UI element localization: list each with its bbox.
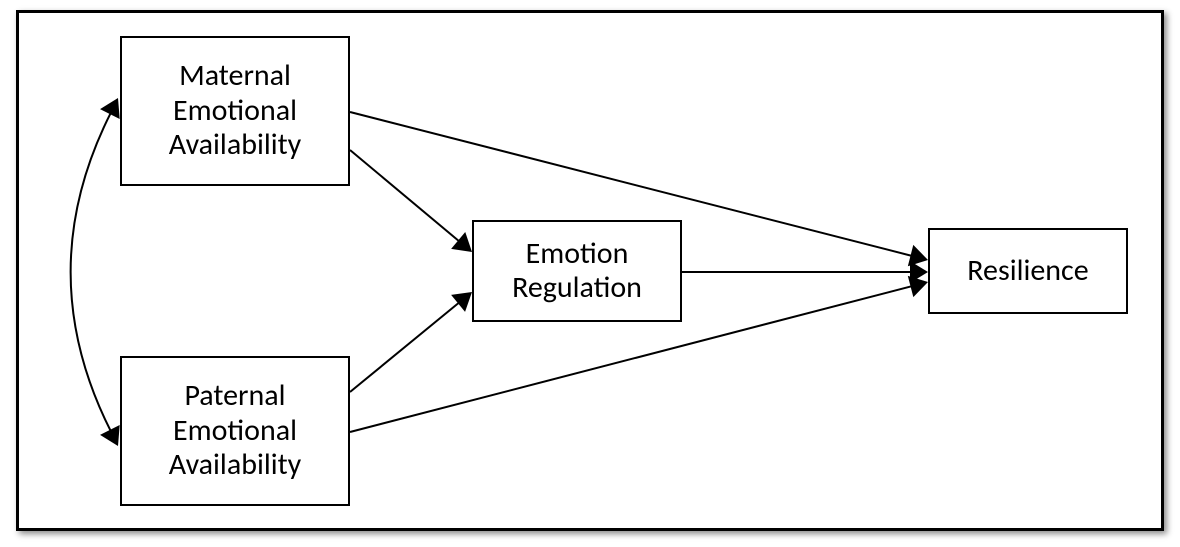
node-resilience-label: Resilience — [967, 254, 1088, 289]
node-maternal-label: Maternal Emotional Availability — [169, 59, 301, 163]
node-resilience: Resilience — [928, 228, 1128, 314]
node-emotion-label: Emotion Regulation — [512, 237, 642, 306]
node-maternal: Maternal Emotional Availability — [120, 36, 350, 186]
node-paternal-label: Paternal Emotional Availability — [169, 379, 301, 483]
node-emotion: Emotion Regulation — [472, 220, 682, 322]
node-paternal: Paternal Emotional Availability — [120, 356, 350, 506]
